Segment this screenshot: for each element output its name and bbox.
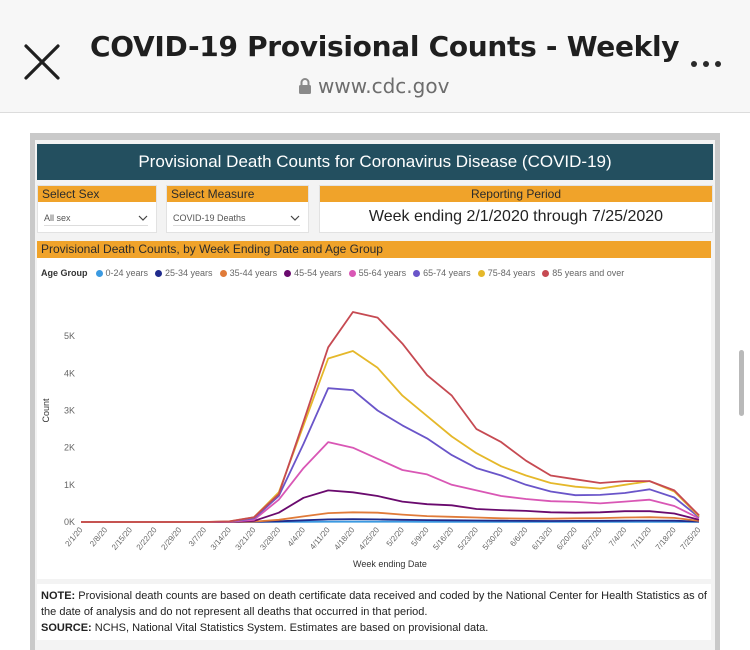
y-tick-label: 0K <box>64 517 75 527</box>
legend-item[interactable]: 35-44 years <box>219 268 278 278</box>
x-tick-label: 3/21/20 <box>234 525 258 552</box>
x-tick-label: 2/1/20 <box>63 525 85 548</box>
line-chart: 0K 1K 2K 3K 4K 5K Count 2/1/20 2/8/20 2/15/20 2/22… <box>41 311 703 569</box>
chart-legend: Age Group 0-24 years 25-34 years 35-44 yea… <box>41 266 631 280</box>
x-axis-label: Week ending Date <box>353 559 427 569</box>
y-tick-label: 1K <box>64 480 75 490</box>
measure-filter: Select Measure COVID-19 Deaths <box>166 185 309 233</box>
legend-label: 75-84 years <box>487 268 536 278</box>
chart-title: Provisional Death Counts, by Week Ending… <box>37 241 711 258</box>
page-title: COVID-19 Provisional Counts - Weekly U..… <box>90 30 680 63</box>
legend-item[interactable]: 65-74 years <box>413 268 471 278</box>
x-tick-label: 3/28/20 <box>258 525 282 552</box>
y-tick-label: 4K <box>64 368 75 378</box>
note-box: NOTE: Provisional death counts are based… <box>37 584 711 640</box>
measure-select-value: COVID-19 Deaths <box>173 213 246 223</box>
series-line <box>81 311 700 523</box>
more-options-button[interactable] <box>690 52 722 72</box>
source-text: NCHS, National Vital Statistics System. … <box>94 622 489 634</box>
x-tick-label: 5/16/20 <box>431 525 455 552</box>
report-embed: Provisional Death Counts for Coronavirus… <box>35 140 715 650</box>
more-horizontal-icon <box>691 61 721 67</box>
legend-label: 0-24 years <box>105 268 149 278</box>
y-tick-label: 5K <box>64 331 75 341</box>
reporting-period: Reporting Period Week ending 2/1/2020 th… <box>319 185 713 233</box>
x-tick-label: 4/11/20 <box>308 525 332 551</box>
x-tick-label: 7/4/20 <box>607 525 629 548</box>
legend-item[interactable]: 45-54 years <box>284 268 342 278</box>
x-tick-label: 7/25/20 <box>678 525 702 552</box>
x-tick-label: 6/13/20 <box>530 525 554 552</box>
legend-label: 45-54 years <box>294 268 342 278</box>
chart-panel: Provisional Death Counts, by Week Ending… <box>37 241 711 579</box>
source-label: SOURCE: <box>41 622 92 634</box>
x-tick-label: 7/11/20 <box>629 525 653 551</box>
legend-marker <box>95 269 103 277</box>
sex-select-value: All sex <box>44 213 71 223</box>
sex-select[interactable]: All sex <box>44 211 148 226</box>
x-tick-label: 6/27/20 <box>580 525 604 552</box>
x-tick-label: 2/22/20 <box>135 525 159 552</box>
close-icon <box>24 44 60 80</box>
x-tick-label: 5/9/20 <box>409 525 431 548</box>
reporting-period-label: Reporting Period <box>320 186 712 202</box>
x-tick-label: 5/2/20 <box>385 525 407 548</box>
series-line <box>81 387 700 523</box>
chevron-down-icon <box>290 215 300 221</box>
lock-icon <box>299 78 311 94</box>
x-tick-label: 4/4/20 <box>286 525 308 548</box>
legend-label: 65-74 years <box>423 268 471 278</box>
y-axis-label: Count <box>41 398 51 423</box>
legend-item[interactable]: 25-34 years <box>155 268 213 278</box>
x-tick-label: 7/18/20 <box>654 525 678 552</box>
note-paragraph: NOTE: Provisional death counts are based… <box>41 588 707 620</box>
url-text: www.cdc.gov <box>318 74 450 98</box>
y-tick-label: 2K <box>64 443 75 453</box>
x-tick-label: 3/14/20 <box>209 525 233 552</box>
legend-item[interactable]: 0-24 years <box>95 268 149 278</box>
x-tick-label: 5/30/20 <box>481 525 505 552</box>
source-paragraph: SOURCE: NCHS, National Vital Statistics … <box>41 620 707 636</box>
x-tick-label: 2/29/20 <box>159 525 183 552</box>
x-tick-label: 4/25/20 <box>357 525 381 552</box>
reporting-period-value: Week ending 2/1/2020 through 7/25/2020 <box>368 208 664 225</box>
x-tick-label: 6/6/20 <box>508 525 530 548</box>
legend-marker <box>155 269 163 277</box>
legend-marker <box>284 269 292 277</box>
legend-label: 85 years and over <box>552 268 625 278</box>
legend-label: 35-44 years <box>229 268 278 278</box>
legend-marker <box>348 269 356 277</box>
x-tick-label: 3/7/20 <box>187 525 209 548</box>
legend-label: 55-64 years <box>358 268 407 278</box>
legend-item[interactable]: 75-84 years <box>477 268 536 278</box>
report-header: Provisional Death Counts for Coronavirus… <box>37 144 713 180</box>
browser-toolbar: COVID-19 Provisional Counts - Weekly U..… <box>0 0 750 113</box>
series-line <box>81 350 700 523</box>
close-button[interactable] <box>22 42 62 82</box>
measure-filter-label: Select Measure <box>167 186 308 202</box>
legend-marker <box>219 269 227 277</box>
url-bar[interactable]: www.cdc.gov <box>298 73 449 99</box>
note-label: NOTE: <box>41 590 76 602</box>
note-text: Provisional death counts are based on de… <box>41 590 707 618</box>
legend-marker <box>413 269 421 277</box>
y-tick-label: 3K <box>64 406 75 416</box>
legend-marker <box>542 269 550 277</box>
x-tick-label: 2/15/20 <box>110 525 134 552</box>
legend-marker <box>477 269 485 277</box>
legend-item[interactable]: 55-64 years <box>348 268 407 278</box>
x-tick-label: 2/8/20 <box>88 525 110 548</box>
measure-select[interactable]: COVID-19 Deaths <box>173 211 300 226</box>
legend-label: 25-34 years <box>165 268 213 278</box>
legend-title: Age Group <box>41 268 88 278</box>
x-tick-label: 4/18/20 <box>332 525 356 552</box>
sex-filter-label: Select Sex <box>38 186 156 202</box>
legend-item[interactable]: 85 years and over <box>542 268 624 278</box>
page-scrollbar[interactable] <box>739 350 744 416</box>
x-tick-label: 5/23/20 <box>456 525 480 552</box>
sex-filter: Select Sex All sex <box>37 185 157 233</box>
chevron-down-icon <box>138 215 148 221</box>
x-tick-label: 6/20/20 <box>555 525 579 552</box>
